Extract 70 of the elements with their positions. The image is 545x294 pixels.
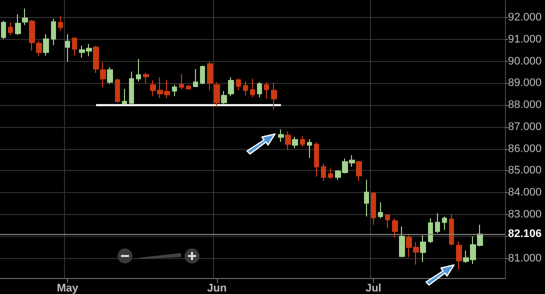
y-tick-label: 91.000: [508, 33, 542, 46]
candlestick: [257, 82, 262, 98]
candlestick: [243, 80, 248, 96]
y-tick-label: 81.000: [508, 252, 542, 264]
candlestick: [207, 61, 213, 91]
candlestick: [271, 82, 277, 110]
candlestick: [58, 15, 63, 32]
y-tick-label: 83.000: [508, 208, 542, 221]
candlestick: [115, 78, 120, 104]
candlestick: [193, 68, 198, 88]
candlestick: [36, 40, 42, 57]
y-tick-label: 87.000: [508, 120, 542, 133]
candlestick: [122, 88, 127, 104]
candlestick: [143, 72, 149, 84]
candlestick: [129, 71, 134, 104]
candlestick: [300, 136, 305, 148]
candlestick: [136, 58, 141, 82]
candlestick: [356, 160, 362, 182]
candlestick: [420, 234, 426, 263]
candlestick: [1, 20, 6, 40]
candlestick: [456, 240, 462, 270]
y-tick-label: 88.000: [508, 99, 542, 112]
candlestick: [65, 34, 70, 62]
candlestick: [378, 202, 383, 219]
candlestick: [321, 163, 326, 182]
candlestick: [43, 34, 49, 56]
candlestick: [172, 84, 177, 97]
candlestick: [442, 216, 447, 230]
candlestick: [22, 8, 28, 26]
candlestick: [186, 84, 191, 90]
ref-line-label: 82.106: [508, 228, 542, 240]
candlestick: [392, 218, 398, 238]
candlestick: [100, 62, 106, 88]
y-tick-label: 85.000: [508, 164, 542, 177]
candlestick: [285, 130, 291, 151]
candlestick: [307, 138, 312, 158]
candlestick: [435, 212, 440, 234]
candlestick: [179, 73, 184, 90]
candlestick: [8, 22, 13, 36]
candlestick: [236, 78, 241, 91]
candlestick: [250, 78, 255, 98]
candlestick: [107, 66, 113, 84]
candlestick: [228, 76, 234, 97]
x-tick-label: Jun: [207, 282, 227, 294]
candlestick: [364, 179, 369, 217]
candlestick: [264, 82, 269, 100]
candlestick: [428, 218, 433, 244]
candlestick: [314, 142, 319, 178]
y-tick-label: 86.000: [508, 142, 542, 155]
candlestick: [292, 136, 298, 149]
candlestick: [399, 226, 405, 258]
candlestick: [15, 14, 21, 36]
candlestick: [328, 168, 333, 180]
candlestick: [278, 128, 284, 142]
candlestick: [93, 45, 99, 74]
y-tick-label: 90.000: [508, 55, 542, 68]
candlestick: [214, 82, 220, 108]
candlestick: [72, 36, 77, 56]
candlestick: [51, 18, 56, 46]
y-tick-label: 89.000: [508, 77, 542, 90]
x-tick-label: May: [56, 282, 80, 294]
candlestick: [200, 65, 205, 85]
y-tick-label: 84.000: [508, 186, 542, 199]
candlestick: [29, 19, 35, 52]
candlestick: [371, 192, 376, 226]
y-tick-label: 92.000: [508, 12, 542, 24]
candlestick: [385, 214, 390, 229]
candlestick: [449, 214, 454, 246]
x-tick-label: Jul: [365, 282, 382, 294]
candlestick: [221, 90, 227, 106]
